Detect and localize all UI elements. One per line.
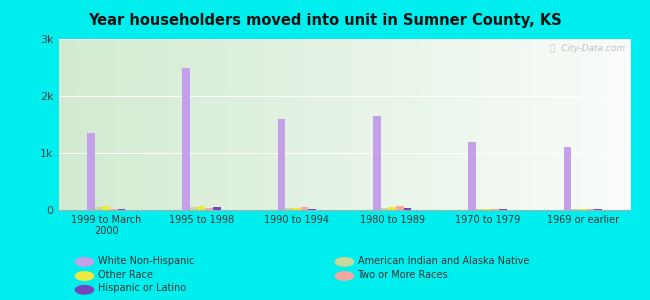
Bar (491, 209, 499, 210)
Bar (118, 209, 125, 210)
Bar (198, 206, 205, 210)
Text: White Non-Hispanic: White Non-Hispanic (98, 256, 194, 266)
Bar (388, 207, 396, 210)
Bar (594, 209, 602, 210)
Bar (499, 209, 506, 210)
Bar (373, 116, 381, 210)
Bar (205, 208, 213, 210)
Text: Hispanic or Latino: Hispanic or Latino (98, 284, 186, 293)
Bar (484, 209, 491, 210)
Bar (579, 209, 587, 210)
Bar (285, 208, 293, 210)
Bar (587, 209, 594, 210)
Bar (278, 119, 285, 210)
Bar (95, 207, 102, 210)
Text: Year householders moved into unit in Sumner County, KS: Year householders moved into unit in Sum… (88, 14, 562, 28)
Bar (213, 207, 220, 210)
Bar (190, 207, 198, 210)
Bar (183, 68, 190, 210)
Text: ⓘ  City-Data.com: ⓘ City-Data.com (550, 44, 625, 53)
Text: American Indian and Alaska Native: American Indian and Alaska Native (358, 256, 529, 266)
Bar (301, 207, 308, 210)
Bar (564, 147, 571, 210)
Bar (476, 209, 484, 210)
Bar (469, 142, 476, 210)
Bar (110, 208, 118, 210)
Text: Other Race: Other Race (98, 270, 152, 280)
Bar (404, 208, 411, 210)
Text: Two or More Races: Two or More Races (358, 270, 448, 280)
Bar (102, 206, 110, 210)
Bar (396, 206, 404, 210)
Bar (308, 209, 316, 210)
Bar (87, 133, 95, 210)
Bar (293, 208, 301, 210)
Bar (571, 209, 579, 210)
Bar (381, 208, 388, 210)
